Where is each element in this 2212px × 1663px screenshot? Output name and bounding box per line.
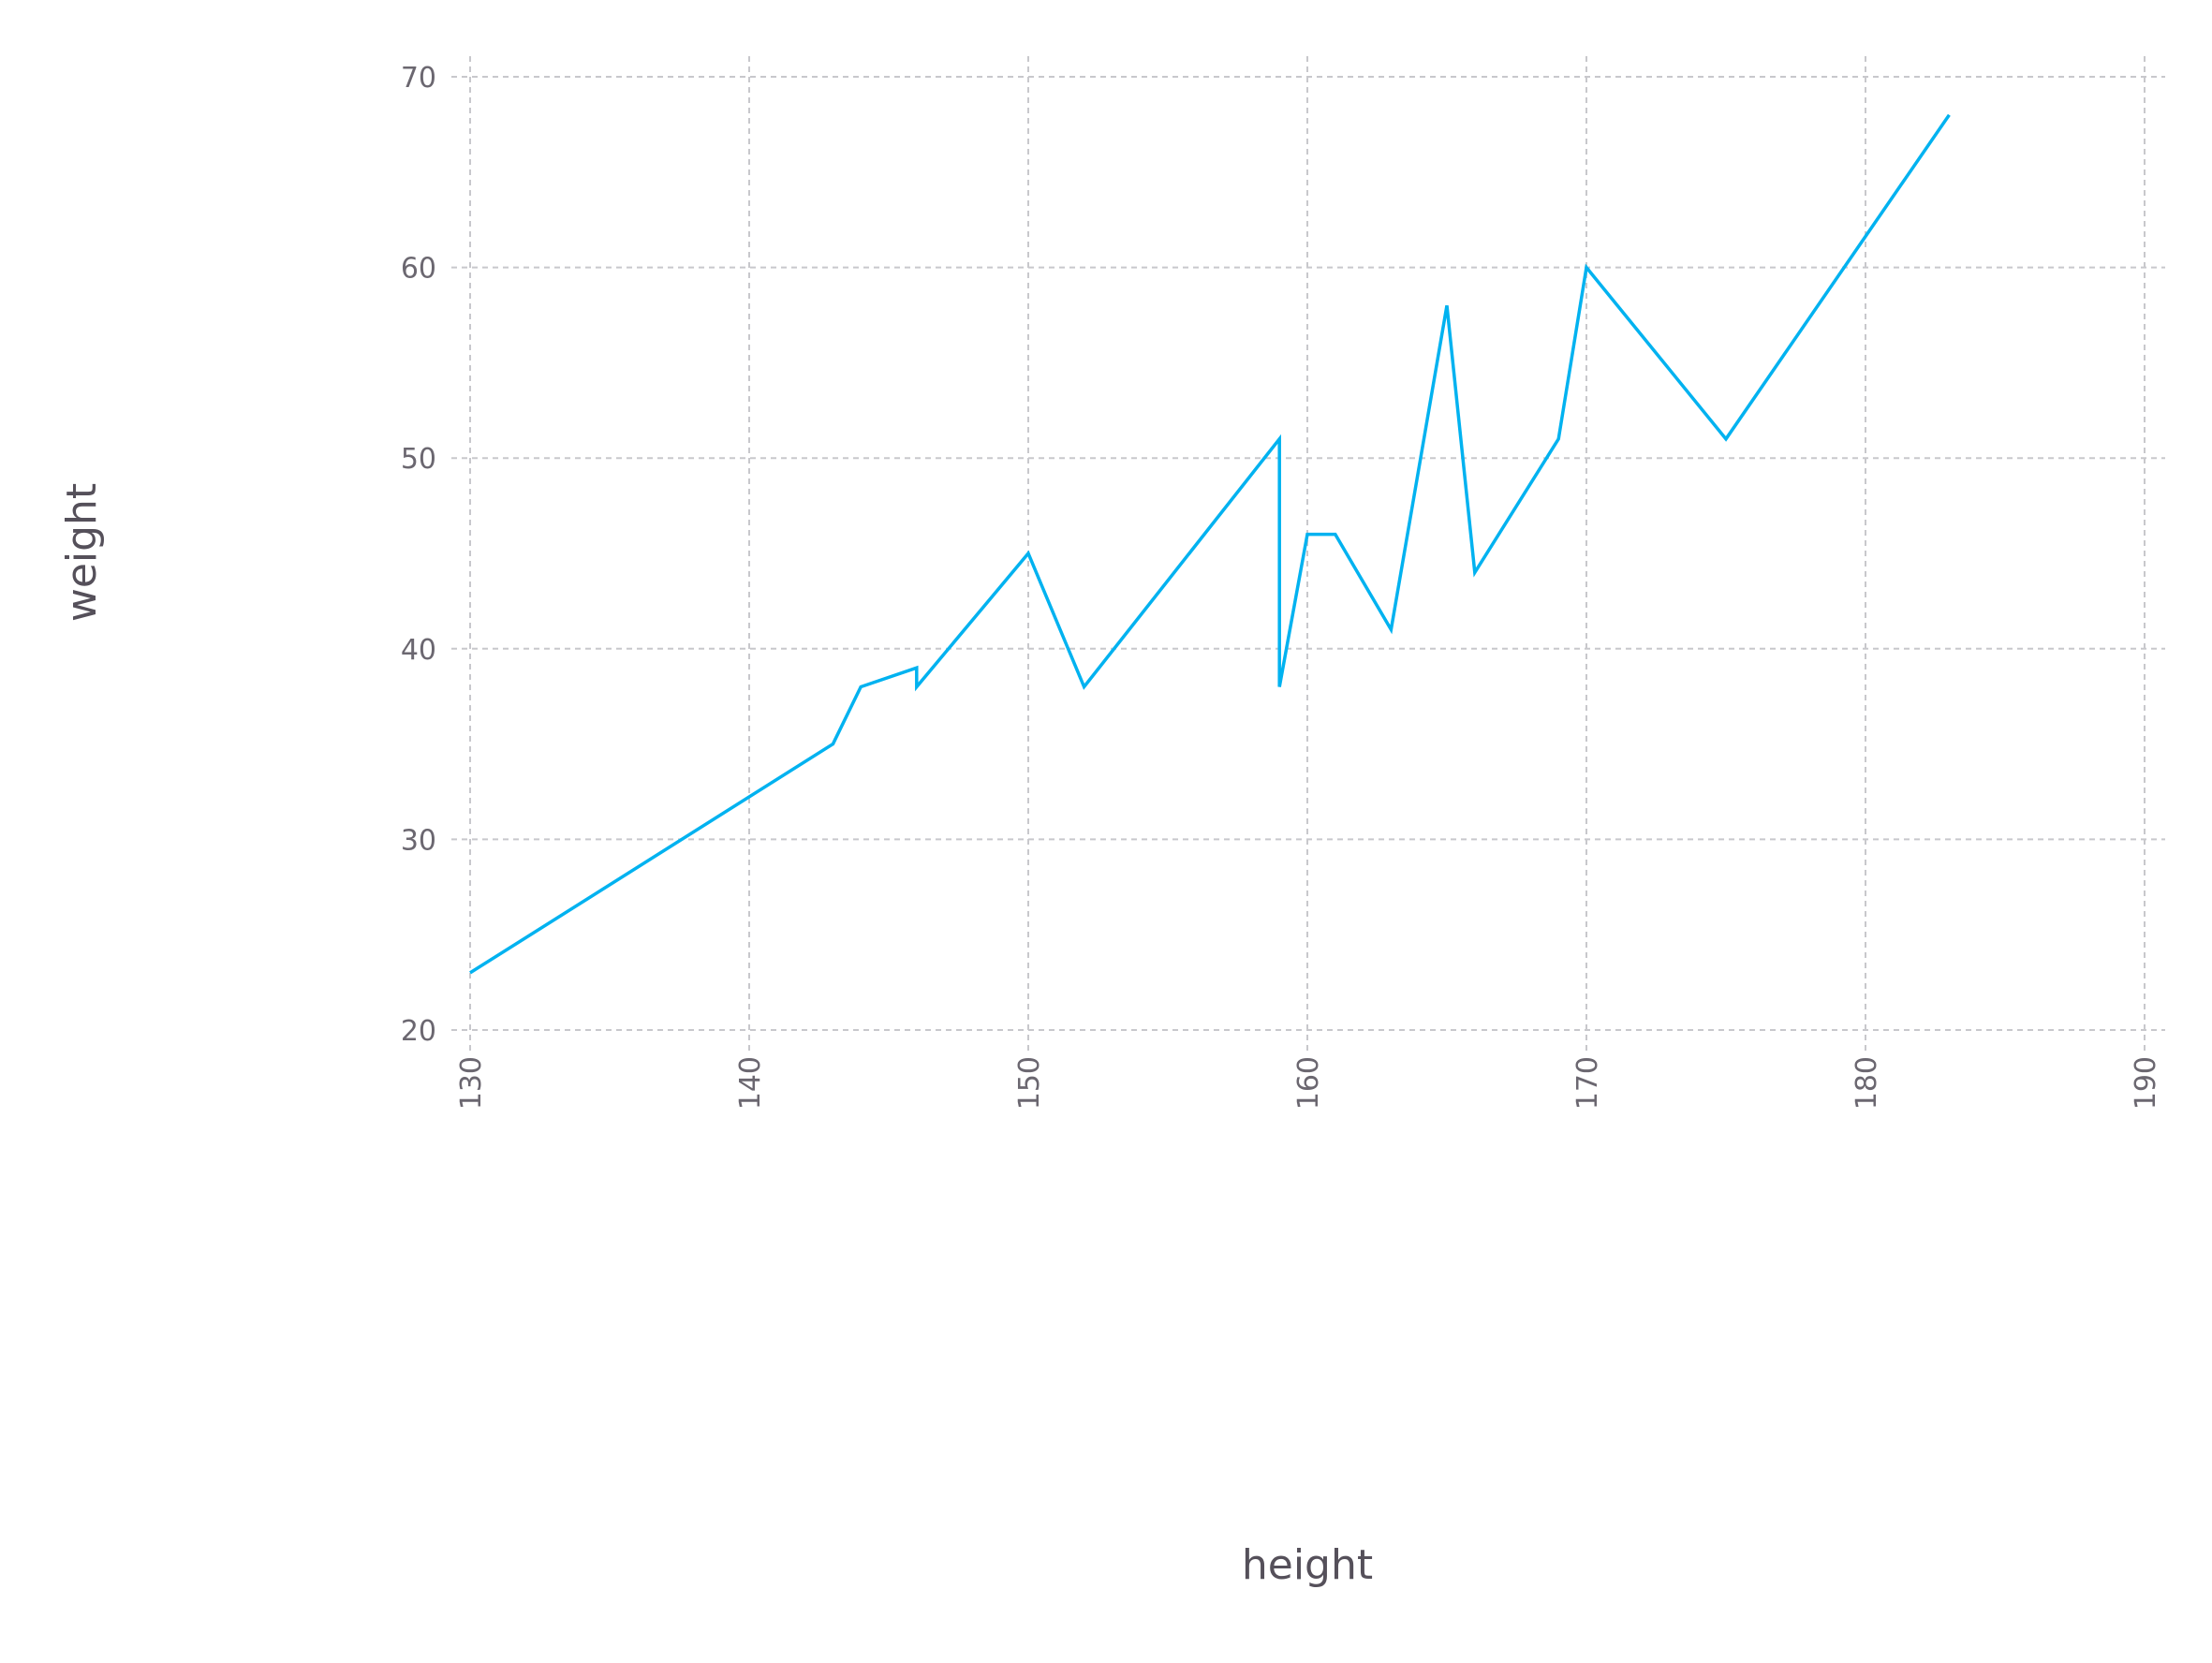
x-axis-label: height [1242, 1541, 1373, 1589]
y-tick-label-50: 50 [401, 443, 436, 476]
x-tick-label-160: 160 [1292, 1056, 1325, 1110]
y-tick-label-70: 70 [401, 62, 436, 95]
x-tick-label-180: 180 [1851, 1056, 1883, 1110]
y-axis-label: weight [58, 483, 106, 622]
x-tick-label-150: 150 [1013, 1056, 1046, 1110]
x-tick-label-170: 170 [1571, 1056, 1604, 1110]
x-axis-ticks: 130 140 150 160 170 180 190 [455, 1056, 2162, 1110]
y-tick-label-20: 20 [401, 1015, 436, 1048]
gridlines [451, 56, 2165, 1051]
x-tick-label-140: 140 [734, 1056, 767, 1110]
y-tick-label-40: 40 [401, 634, 436, 667]
y-axis-ticks: 20 30 40 50 60 70 [401, 62, 436, 1048]
series-layer [469, 113, 1951, 975]
x-tick-label-190: 190 [2130, 1056, 2162, 1110]
y-tick-label-60: 60 [401, 253, 436, 286]
y-tick-label-30: 30 [401, 824, 436, 857]
series-line-0 [469, 113, 1951, 975]
x-tick-label-130: 130 [455, 1056, 488, 1110]
